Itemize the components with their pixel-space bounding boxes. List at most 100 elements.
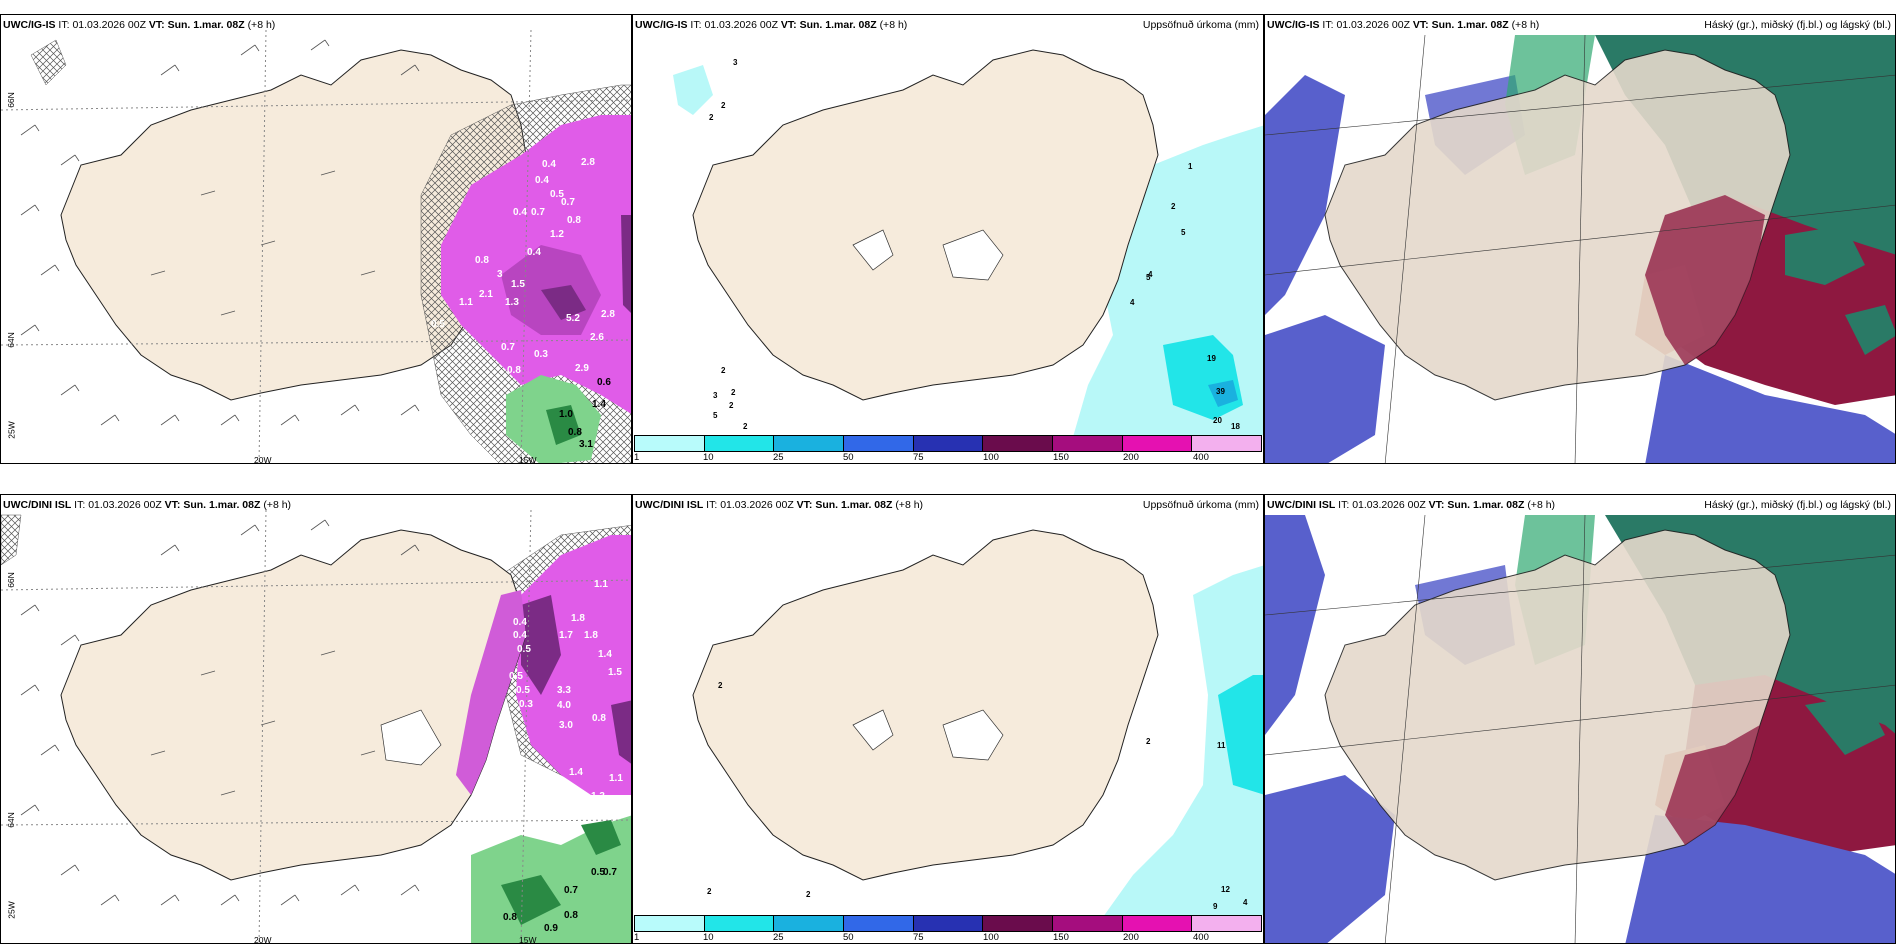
wind-value: 2.8: [601, 309, 615, 320]
wind-value: 1.4: [598, 649, 612, 660]
wind-value: 1.7: [559, 630, 573, 641]
lon-label: 20W: [254, 455, 272, 464]
iceland-land: [692, 49, 1159, 401]
colorbar-swatch: [704, 436, 775, 451]
colorbar-tick: 400: [1193, 452, 1209, 463]
wind-value: 3.3: [557, 685, 571, 696]
wind-value: 1.5: [511, 279, 525, 290]
lon-label: 15W: [519, 455, 537, 464]
wind-value: 0.3: [534, 349, 548, 360]
colorbar-tick: 400: [1193, 932, 1209, 943]
wind-value: 0.7: [603, 867, 617, 878]
colorbar-tick: 200: [1123, 452, 1139, 463]
precip-value: 2: [721, 101, 726, 110]
precip-value: 18: [1231, 422, 1240, 431]
wind-value: 4.0: [557, 700, 571, 711]
precip-value: 2: [709, 113, 714, 122]
wind-value: 0.3: [519, 699, 533, 710]
colorbar-tick: 1: [634, 452, 640, 463]
wind-value: 0.4: [527, 247, 541, 258]
wind-value: 0.7: [501, 342, 515, 353]
panel-header: UWC/IG-IS IT: 01.03.2026 00Z VT: Sun. 1.…: [1267, 19, 1540, 31]
colorbar-tick: 200: [1123, 932, 1139, 943]
wind-map: 1.1 0.4 1.8 0.4 1.7 1.8 0.5 1.4 1.5 0.5 …: [1, 509, 631, 943]
panel-r1-precip: 3 2 2 1 2 5 4 5 4 2 3 2 5 2 2 19 39 20 1…: [632, 14, 1264, 464]
precip-value: 20: [1213, 416, 1222, 425]
colorbar-tick: 10: [703, 452, 714, 463]
panel-header: UWC/IG-IS IT: 01.03.2026 00Z VT: Sun. 1.…: [3, 19, 276, 31]
colorbar-tick: 150: [1053, 932, 1069, 943]
colorbar-swatch: [635, 436, 705, 451]
wind-value: 1.8: [571, 613, 585, 624]
wind-value: 1.1: [594, 579, 608, 590]
lon-label: 20W: [254, 935, 272, 944]
colorbar-tick: 50: [843, 932, 854, 943]
wind-value: 1.1: [459, 297, 473, 308]
wind-value: 0.5: [517, 644, 531, 655]
colorbar: 1 10 25 50 75 100 150 200 400: [633, 915, 1263, 943]
iceland-land: [692, 529, 1159, 881]
wind-value: 0.8: [567, 215, 581, 226]
colorbar-tick: 25: [773, 932, 784, 943]
precip-map: 3 2 2 1 2 5 4 5 4 2 3 2 5 2 2 19 39 20 1…: [673, 49, 1263, 437]
colorbar-swatch: [1053, 916, 1123, 931]
colorbar-swatch: [774, 916, 845, 931]
panel-r1-wind: 0.4 2.8 0.4 0.5 0.7 0.4 0.7 0.8 0.4 1.2 …: [0, 14, 632, 464]
colorbar-tick: 10: [703, 932, 714, 943]
precip-title: Uppsöfnuð úrkoma (mm): [1142, 499, 1259, 511]
colorbar-swatch: [983, 436, 1054, 451]
wind-value: 1.4: [569, 767, 583, 778]
cloud-title: Háský (gr.), miðský (fj.bl.) og lágský (…: [1704, 19, 1891, 31]
wind-value: 3.0: [559, 720, 573, 731]
precip-value: 2: [1146, 737, 1151, 746]
precip-value: 9: [1213, 902, 1218, 911]
precip-title: Uppsöfnuð úrkoma (mm): [1142, 19, 1259, 31]
wind-value: 0.5: [591, 867, 605, 878]
precip-value: 2: [718, 681, 723, 690]
wind-value: 0.6: [597, 377, 611, 388]
wind-value: 0.8: [592, 713, 606, 724]
cloud-map: [1265, 514, 1895, 943]
wind-value: 2.9: [575, 363, 589, 374]
wind-value: 1.8: [584, 630, 598, 641]
precip-value: 2: [1171, 202, 1176, 211]
wind-value: 1.2: [550, 229, 564, 240]
cloud-map: [1265, 34, 1895, 463]
wind-value: 2.8: [581, 157, 595, 168]
wind-value: 0.5: [431, 319, 445, 330]
wind-value: 0.9: [544, 923, 558, 934]
colorbar-tick: 75: [913, 932, 924, 943]
wind-value: 0.7: [561, 197, 575, 208]
colorbar-swatch: [1192, 916, 1262, 931]
colorbar-tick: 100: [983, 932, 999, 943]
wind-barbs: [20, 519, 420, 906]
colorbar-tick: 75: [913, 452, 924, 463]
panel-r2-precip: 2 2 11 2 2 12 4 9 UWC/DINI ISL IT: 01.03…: [632, 494, 1264, 944]
precip-value: 39: [1216, 387, 1225, 396]
lat-label: 64N: [5, 332, 16, 348]
precip-value: 4: [1148, 270, 1153, 279]
wind-value: 0.8: [475, 255, 489, 266]
precip-value: 12: [1221, 885, 1230, 894]
wind-value-labels: 1.1 0.4 1.8 0.4 1.7 1.8 0.5 1.4 1.5 0.5 …: [503, 579, 623, 934]
colorbar-swatch: [983, 916, 1054, 931]
precip-value: 2: [707, 887, 712, 896]
precip-value: 2: [721, 366, 726, 375]
wind-value-labels: 0.4 2.8 0.4 0.5 0.7 0.4 0.7 0.8 0.4 1.2 …: [431, 157, 615, 450]
wind-value: 2.1: [479, 289, 493, 300]
panel-header: UWC/DINI ISL IT: 01.03.2026 00Z VT: Sun.…: [1267, 499, 1556, 511]
wind-value: 1.5: [608, 667, 622, 678]
wind-value: 0.8: [503, 912, 517, 923]
wind-value: 1.3: [505, 297, 519, 308]
colorbar-swatch: [774, 436, 845, 451]
panel-header: UWC/DINI ISL IT: 01.03.2026 00Z VT: Sun.…: [635, 499, 924, 511]
precip-value: 2: [743, 422, 748, 431]
wind-value: 1.4: [592, 399, 606, 410]
precip-value: 1: [1188, 162, 1193, 171]
wind-value: 0.4: [513, 207, 527, 218]
lat-label: 66N: [5, 92, 16, 108]
wind-value: 0.7: [564, 885, 578, 896]
lon-label: 25W: [6, 421, 17, 439]
colorbar-swatch: [704, 916, 775, 931]
colorbar-swatch: [913, 916, 984, 931]
